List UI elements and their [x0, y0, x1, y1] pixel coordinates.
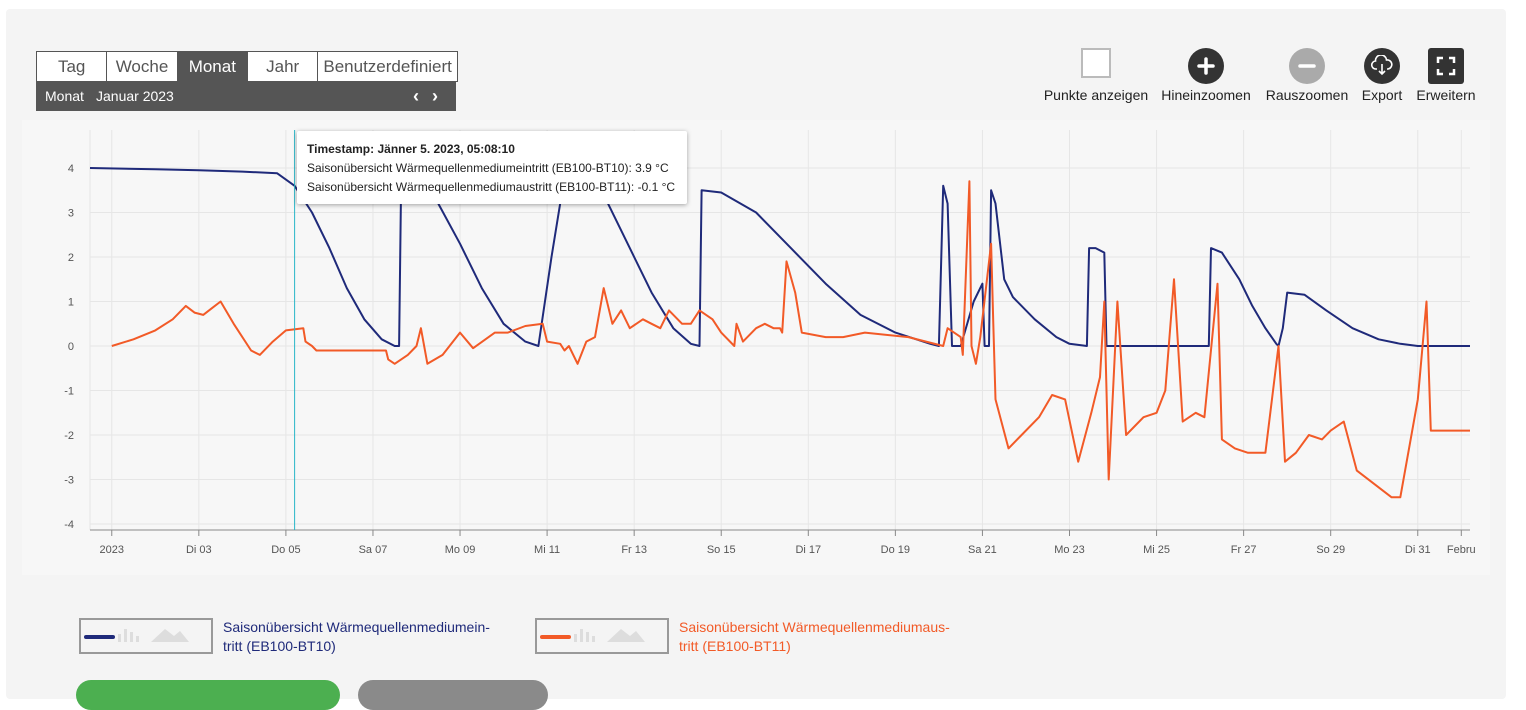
- show-points-toggle[interactable]: Punkte anzeigen: [1043, 48, 1149, 103]
- y-tick-label: 0: [68, 341, 74, 353]
- tooltip-timestamp: Timestamp: Jänner 5. 2023, 05:08:10: [307, 142, 515, 156]
- x-tick-label: Do 19: [881, 544, 910, 556]
- x-tick-label: Sa 21: [968, 544, 997, 556]
- zoom-out-button[interactable]: Rauszoomen: [1265, 48, 1349, 103]
- x-tick-label: Febru: [1447, 544, 1476, 556]
- series-line-1[interactable]: [89, 167, 1470, 347]
- x-tick-label: Sa 07: [359, 544, 388, 556]
- legend-item-bt11[interactable]: Saisonübersicht Wärmequellenmediumaus-tr…: [535, 618, 950, 656]
- legend-swatch-bt11: [535, 618, 669, 654]
- period-label: Monat: [45, 88, 84, 104]
- minus-icon: [1289, 48, 1325, 84]
- legend-label-bt10: Saisonübersicht Wärmequellenmediumein-tr…: [223, 619, 490, 654]
- x-tick-label: Mi 25: [1143, 544, 1170, 556]
- cloud-download-icon: [1364, 48, 1400, 84]
- export-label: Export: [1361, 87, 1403, 103]
- tooltip: Timestamp: Jänner 5. 2023, 05:08:10 Sais…: [297, 131, 687, 204]
- y-tick-label: -3: [64, 475, 74, 487]
- fullscreen-icon: [1428, 48, 1464, 84]
- expand-label: Erweitern: [1416, 87, 1476, 103]
- y-tick-label: 3: [68, 208, 74, 220]
- grey-action-button[interactable]: [358, 680, 548, 710]
- checkbox-icon[interactable]: [1081, 48, 1111, 78]
- tab-woche[interactable]: Woche: [107, 52, 178, 81]
- chevron-right-icon[interactable]: ›: [432, 86, 438, 106]
- x-tick-label: 2023: [100, 544, 124, 556]
- plus-icon: [1188, 48, 1224, 84]
- period-tabs: Tag Woche Monat Jahr Benutzerdefiniert: [36, 51, 458, 82]
- green-action-button[interactable]: [76, 680, 340, 710]
- y-tick-label: -1: [64, 386, 74, 398]
- tab-jahr[interactable]: Jahr: [248, 52, 319, 81]
- x-tick-label: Mo 23: [1054, 544, 1085, 556]
- tooltip-line-2: Saisonübersicht Wärmequellenmediumaustri…: [307, 180, 676, 194]
- expand-button[interactable]: Erweitern: [1414, 48, 1478, 103]
- line-chart[interactable]: -4 -3 -2 -1 0 1 2 3 4 2023 Di 03 Do 05 Sa 07 Mo 09 Mi …: [0, 0, 1526, 600]
- y-tick-label: 4: [68, 163, 74, 175]
- x-tick-label: Di 17: [795, 544, 821, 556]
- period-bar: Monat Januar 2023 ‹ ›: [36, 82, 456, 111]
- y-tick-label: 1: [68, 297, 74, 309]
- zoom-in-button[interactable]: Hineinzoomen: [1160, 48, 1252, 103]
- legend-swatch-bt10: [79, 618, 213, 654]
- x-tick-label: Fr 13: [621, 544, 647, 556]
- zoom-out-label: Rauszoomen: [1265, 87, 1349, 103]
- y-tick-label: -4: [64, 519, 74, 531]
- legend-item-bt10[interactable]: Saisonübersicht Wärmequellenmediumein-tr…: [79, 618, 490, 656]
- y-tick-label: -2: [64, 430, 74, 442]
- x-tick-label: Mo 09: [445, 544, 476, 556]
- x-tick-label: Di 03: [186, 544, 212, 556]
- x-tick-label: Fr 27: [1231, 544, 1257, 556]
- show-points-label: Punkte anzeigen: [1043, 87, 1149, 103]
- x-tick-label: Mi 11: [534, 544, 560, 556]
- x-tick-label: Do 05: [271, 544, 300, 556]
- zoom-in-label: Hineinzoomen: [1161, 87, 1251, 103]
- export-button[interactable]: Export: [1359, 48, 1405, 103]
- tab-monat[interactable]: Monat: [177, 52, 248, 81]
- period-value: Januar 2023: [96, 88, 174, 104]
- legend-label-bt11: Saisonübersicht Wärmequellenmediumaus-tr…: [679, 619, 950, 654]
- series-line-2[interactable]: [111, 180, 1470, 499]
- x-tick-label: So 15: [707, 544, 736, 556]
- x-tick-label: So 29: [1316, 544, 1345, 556]
- tooltip-line-1: Saisonübersicht Wärmequellenmediumeintri…: [307, 161, 669, 175]
- y-tick-label: 2: [68, 252, 74, 264]
- tab-tag[interactable]: Tag: [37, 52, 108, 81]
- chevron-left-icon[interactable]: ‹: [413, 86, 419, 106]
- x-tick-label: Di 31: [1405, 544, 1431, 556]
- tab-benutzerdefiniert[interactable]: Benutzerdefiniert: [323, 57, 452, 76]
